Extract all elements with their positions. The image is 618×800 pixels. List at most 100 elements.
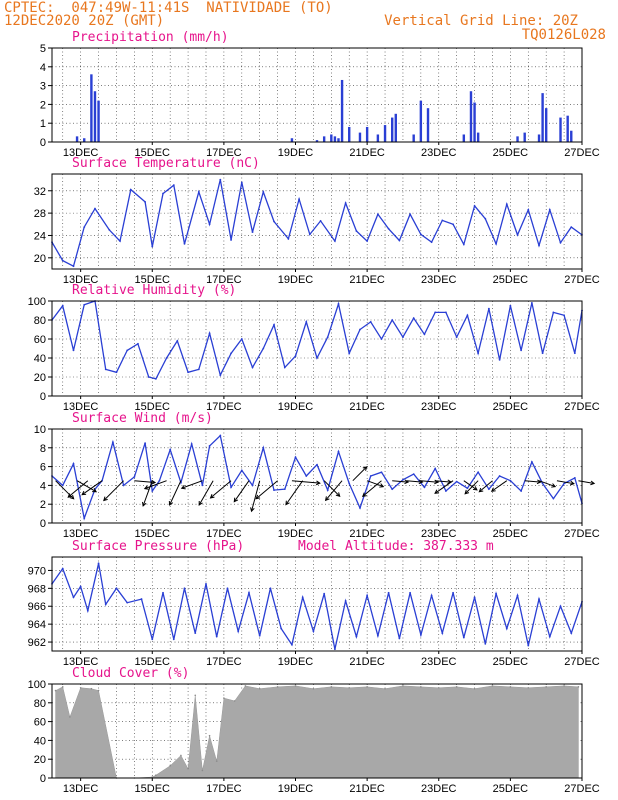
pres-point bbox=[104, 603, 107, 606]
pres-point bbox=[72, 596, 75, 599]
wind-arrow-head bbox=[255, 494, 261, 500]
wind-point bbox=[455, 480, 458, 483]
rh-point bbox=[423, 333, 426, 336]
rh-point bbox=[487, 307, 490, 310]
station-header: CPTEC: 047:49W-11:41S NATIVIDADE (TO) bbox=[4, 0, 333, 16]
precip-bar bbox=[391, 117, 394, 142]
wind-arrow bbox=[464, 480, 479, 495]
pres-point bbox=[538, 598, 540, 600]
pres-point bbox=[344, 599, 347, 602]
y-tick-label: 40 bbox=[34, 735, 46, 747]
rh-point bbox=[294, 355, 297, 357]
panel-title: Precipitation (mm/h) bbox=[72, 30, 229, 45]
precip-bar bbox=[365, 126, 369, 142]
wind-point bbox=[359, 507, 361, 509]
x-tick-label: 19DEC bbox=[278, 528, 314, 540]
x-tick-label: 17DEC bbox=[206, 783, 242, 795]
x-tick-label: 19DEC bbox=[278, 147, 314, 159]
wind-point bbox=[326, 489, 329, 491]
wind-arrow bbox=[392, 480, 409, 483]
wind-point bbox=[498, 475, 501, 477]
pres-point bbox=[115, 587, 118, 590]
x-tick-label: 19DEC bbox=[278, 656, 314, 668]
cloud-cover-point bbox=[348, 686, 351, 689]
grid-note: Vertical Grid Line: 20Z bbox=[384, 13, 578, 29]
wind-arrow bbox=[478, 480, 493, 493]
x-tick-label: 21DEC bbox=[349, 528, 385, 540]
temp-point bbox=[251, 231, 254, 234]
panel-frame bbox=[51, 300, 583, 397]
precip-bar bbox=[315, 140, 319, 142]
y-tick-label: 20 bbox=[34, 754, 46, 766]
pres-point bbox=[334, 648, 336, 651]
wind-point bbox=[445, 490, 447, 492]
precip-bar bbox=[544, 108, 548, 142]
pres-point bbox=[323, 592, 326, 595]
x-tick-label: 13DEC bbox=[63, 401, 99, 413]
rh-point bbox=[380, 338, 383, 340]
pres-point bbox=[495, 592, 497, 595]
precip-bar bbox=[473, 102, 476, 142]
x-tick-label: 15DEC bbox=[135, 783, 171, 795]
datetime-header: 12DEC2020 20Z (GMT) bbox=[4, 13, 165, 29]
y-tick-label: 966 bbox=[28, 601, 46, 613]
wind-arrow bbox=[362, 480, 382, 497]
pres-point bbox=[140, 598, 143, 600]
pres-point bbox=[398, 637, 401, 640]
pres-point bbox=[258, 634, 261, 637]
wind-point bbox=[230, 486, 232, 489]
y-tick-label: 32 bbox=[34, 186, 46, 198]
wind-line bbox=[51, 434, 583, 521]
wind-arrow-head bbox=[478, 487, 484, 493]
wind-point bbox=[190, 443, 193, 445]
cloud-cover-point bbox=[79, 686, 82, 689]
x-tick-label: 27DEC bbox=[564, 656, 600, 668]
cloud-cover-point bbox=[509, 686, 512, 688]
precip-bar bbox=[358, 132, 362, 142]
x-tick-label: 19DEC bbox=[278, 274, 314, 286]
x-tick-label: 17DEC bbox=[206, 401, 242, 413]
rh-point bbox=[573, 352, 576, 355]
precip-bar bbox=[383, 125, 387, 142]
rh-point bbox=[402, 336, 404, 338]
precip-bar bbox=[516, 136, 519, 142]
pres-point bbox=[366, 594, 369, 597]
wind-arrow bbox=[291, 480, 320, 484]
wind-arrow-head bbox=[103, 496, 108, 502]
panel-frame bbox=[51, 428, 583, 524]
x-tick-label: 27DEC bbox=[564, 147, 600, 159]
cloud-cover-point bbox=[455, 686, 458, 688]
temp-point bbox=[334, 240, 336, 242]
rh-point bbox=[208, 332, 211, 335]
rh-point bbox=[455, 336, 458, 338]
x-tick-label: 15DEC bbox=[135, 401, 171, 413]
cloud-cover-point bbox=[276, 686, 279, 688]
cloud-cover-point bbox=[233, 700, 236, 702]
pres-point bbox=[183, 587, 186, 590]
cloud-cover-point bbox=[69, 716, 71, 718]
pres-point bbox=[570, 632, 573, 634]
wind-arrow bbox=[233, 480, 250, 502]
wind-arrow bbox=[285, 480, 304, 505]
wind-point bbox=[487, 488, 490, 491]
y-tick-label: 0 bbox=[40, 391, 46, 403]
wind-arrow-head bbox=[198, 500, 203, 506]
wind-point bbox=[563, 482, 565, 485]
temp-point bbox=[129, 188, 132, 191]
temp-point bbox=[452, 223, 454, 226]
cloud-cover-point bbox=[201, 769, 204, 772]
wind-point bbox=[391, 488, 394, 491]
cloud-cover-point bbox=[402, 685, 404, 687]
wind-point bbox=[402, 478, 404, 481]
rh-point bbox=[197, 368, 200, 371]
panel-title: Surface Temperature (nC) bbox=[72, 156, 260, 171]
temp-point bbox=[548, 208, 551, 211]
wind-point bbox=[72, 462, 75, 465]
temp-point bbox=[538, 244, 540, 247]
temp-point bbox=[409, 213, 412, 216]
pres-point bbox=[162, 591, 164, 594]
precip-bar bbox=[566, 115, 569, 142]
temp-point bbox=[144, 201, 147, 203]
wind-arrow bbox=[420, 480, 439, 483]
x-tick-label: 27DEC bbox=[564, 528, 600, 540]
